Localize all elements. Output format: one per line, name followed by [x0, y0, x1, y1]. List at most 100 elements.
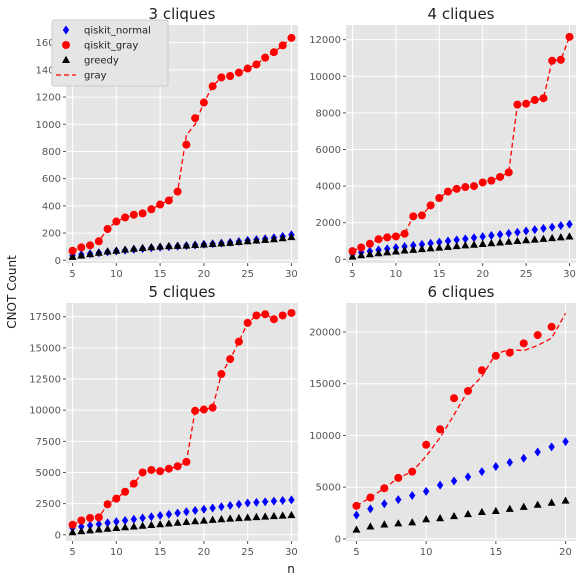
- point-greedy: [77, 251, 86, 259]
- point-qiskit-gray: [226, 355, 235, 364]
- point-qiskit-gray: [94, 513, 103, 522]
- point-greedy: [261, 235, 270, 243]
- point-qiskit-normal: [367, 504, 374, 514]
- point-qiskit-normal: [148, 512, 155, 522]
- point-greedy: [477, 507, 486, 516]
- point-qiskit-gray: [208, 403, 217, 412]
- y-tick-label: 0: [335, 255, 341, 266]
- point-greedy: [182, 241, 191, 249]
- x-tick-label: 5: [353, 547, 359, 558]
- y-tick-label: 400: [42, 201, 61, 212]
- y-tick-label: 200: [42, 229, 61, 240]
- point-greedy: [408, 518, 417, 526]
- point-qiskit-gray: [477, 366, 486, 375]
- legend-marker-triangle: [62, 55, 70, 63]
- legend-label: greedy: [84, 56, 119, 67]
- x-tick-label: 10: [110, 269, 123, 280]
- point-qiskit-normal: [464, 472, 472, 482]
- point-qiskit-gray: [374, 235, 383, 244]
- point-qiskit-gray: [199, 98, 208, 107]
- legend-label: qiskit_gray: [84, 41, 138, 52]
- data-layer: [352, 313, 570, 533]
- y-tick-label: 0: [55, 256, 61, 267]
- y-tick-label: 4000: [316, 182, 341, 193]
- x-tick-label: 15: [433, 269, 446, 280]
- point-greedy: [278, 511, 287, 519]
- point-greedy: [287, 232, 296, 241]
- point-greedy: [461, 241, 470, 249]
- point-qiskit-normal: [410, 240, 417, 250]
- point-qiskit-gray: [357, 243, 366, 252]
- y-tick-label: 0: [55, 530, 61, 541]
- legend-label: gray: [84, 71, 107, 82]
- point-qiskit-gray: [487, 176, 496, 185]
- y-tick-label: 17500: [29, 312, 61, 323]
- plot-area: [346, 25, 576, 263]
- point-qiskit-gray: [182, 140, 191, 149]
- point-qiskit-normal: [235, 499, 243, 509]
- point-qiskit-normal: [78, 522, 85, 532]
- x-tick-label: 5: [69, 269, 75, 280]
- point-qiskit-normal: [453, 235, 460, 245]
- x-tick-label: 15: [489, 547, 502, 558]
- point-qiskit-normal: [95, 519, 103, 529]
- point-qiskit-normal: [174, 508, 181, 518]
- point-greedy: [243, 237, 252, 245]
- point-greedy: [539, 234, 548, 242]
- point-greedy: [522, 236, 531, 244]
- point-qiskit-gray: [68, 246, 77, 255]
- y-tick-label: 10000: [309, 431, 341, 442]
- point-qiskit-gray: [463, 386, 472, 395]
- point-greedy: [496, 238, 505, 246]
- point-qiskit-gray: [547, 322, 556, 331]
- point-qiskit-gray: [478, 178, 487, 187]
- y-tick-label: 1400: [36, 65, 61, 76]
- point-greedy: [491, 506, 500, 514]
- point-qiskit-gray: [530, 96, 539, 105]
- point-qiskit-gray: [504, 168, 513, 177]
- point-qiskit-normal: [470, 233, 478, 243]
- point-qiskit-normal: [427, 238, 434, 248]
- point-greedy: [103, 524, 112, 532]
- y-tick-label: 2000: [316, 218, 341, 229]
- x-tick-label: 15: [154, 547, 167, 558]
- point-greedy: [138, 243, 147, 252]
- point-qiskit-normal: [436, 480, 444, 490]
- point-greedy: [138, 521, 147, 529]
- point-greedy: [103, 247, 112, 255]
- point-greedy: [208, 239, 217, 247]
- x-tick-label: 10: [110, 547, 123, 558]
- point-greedy: [565, 232, 574, 240]
- x-tick-label: 10: [420, 547, 433, 558]
- point-qiskit-normal: [566, 219, 573, 229]
- point-qiskit-gray: [173, 187, 182, 196]
- point-greedy: [129, 522, 138, 530]
- y-tick-label: 20000: [309, 327, 341, 338]
- data-layer: [68, 308, 296, 536]
- point-qiskit-normal: [418, 239, 426, 249]
- point-greedy: [505, 504, 514, 512]
- point-greedy: [409, 245, 418, 253]
- subplot-title: 5 cliques: [149, 283, 216, 301]
- x-tick-label: 30: [563, 269, 576, 280]
- point-greedy: [443, 242, 452, 250]
- point-qiskit-normal: [488, 231, 495, 241]
- y-tick-label: 12000: [309, 35, 341, 46]
- point-qiskit-normal: [548, 442, 555, 452]
- point-qiskit-gray: [226, 72, 235, 80]
- x-tick-label: 25: [241, 269, 254, 280]
- point-greedy: [173, 241, 182, 249]
- point-qiskit-gray: [121, 213, 130, 222]
- point-qiskit-normal: [395, 495, 402, 505]
- subplot-title: 3 cliques: [149, 5, 216, 23]
- point-qiskit-gray: [505, 348, 514, 357]
- point-qiskit-gray: [252, 60, 261, 69]
- legend-marker-circle: [62, 41, 70, 49]
- x-tick-label: 20: [476, 269, 489, 280]
- point-qiskit-gray: [409, 212, 418, 221]
- point-qiskit-gray: [417, 211, 426, 220]
- plot-area: [346, 303, 576, 541]
- x-tick-label: 5: [69, 547, 75, 558]
- point-qiskit-gray: [365, 239, 374, 248]
